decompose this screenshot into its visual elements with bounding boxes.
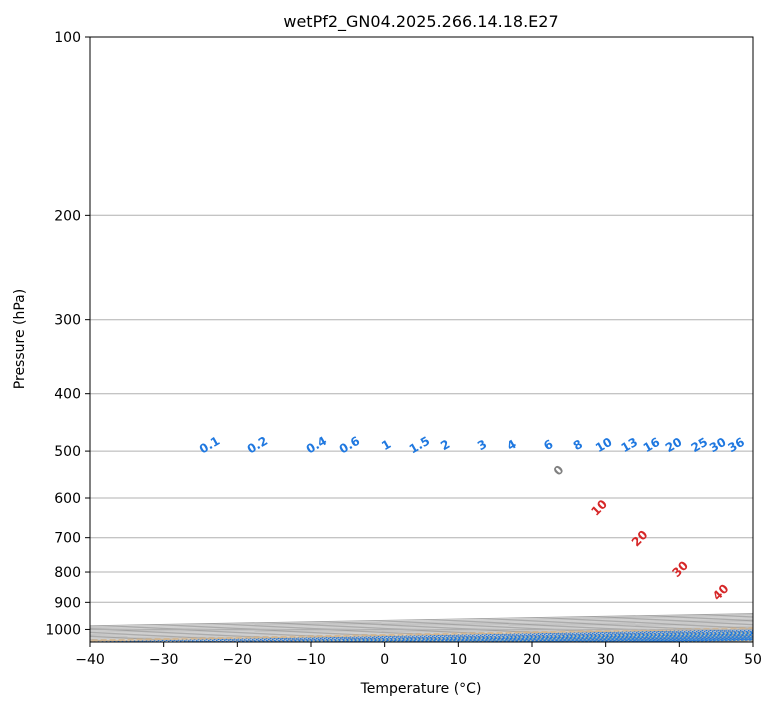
x-tick-label: −20 [223,652,253,668]
x-tick-label: −40 [75,652,105,668]
y-axis: 1000 900 800 700 600 500 400 300 200 100 [45,30,90,638]
x-axis-label: Temperature (°C) [360,681,482,697]
y-tick-label: 500 [54,444,81,460]
y-tick-label: 300 [54,313,81,329]
x-tick-label: 0 [380,652,389,668]
y-tick-label: 800 [54,565,81,581]
x-tick-label: −30 [149,652,179,668]
y-tick-label: 600 [54,491,81,507]
chart-title: wetPf2_GN04.2025.266.14.18.E27 [283,12,558,32]
pressure-grid [90,37,753,630]
plot-frame [89,36,754,643]
y-tick-label: 400 [54,387,81,403]
x-tick-label: 50 [744,652,762,668]
x-tick-label: 30 [597,652,615,668]
y-tick-label: 1000 [45,622,81,638]
y-tick-label: 900 [54,595,81,611]
y-axis-label: Pressure (hPa) [12,289,28,389]
x-tick-label: 40 [670,652,688,668]
x-tick-label: 20 [523,652,541,668]
x-axis: −40 −30 −20 −10 0 10 20 30 40 50 [75,642,762,668]
x-tick-label: −10 [296,652,326,668]
y-tick-label: 700 [54,531,81,547]
y-tick-label: 100 [54,30,81,46]
x-tick-label: 10 [449,652,467,668]
y-tick-label: 200 [54,208,81,224]
